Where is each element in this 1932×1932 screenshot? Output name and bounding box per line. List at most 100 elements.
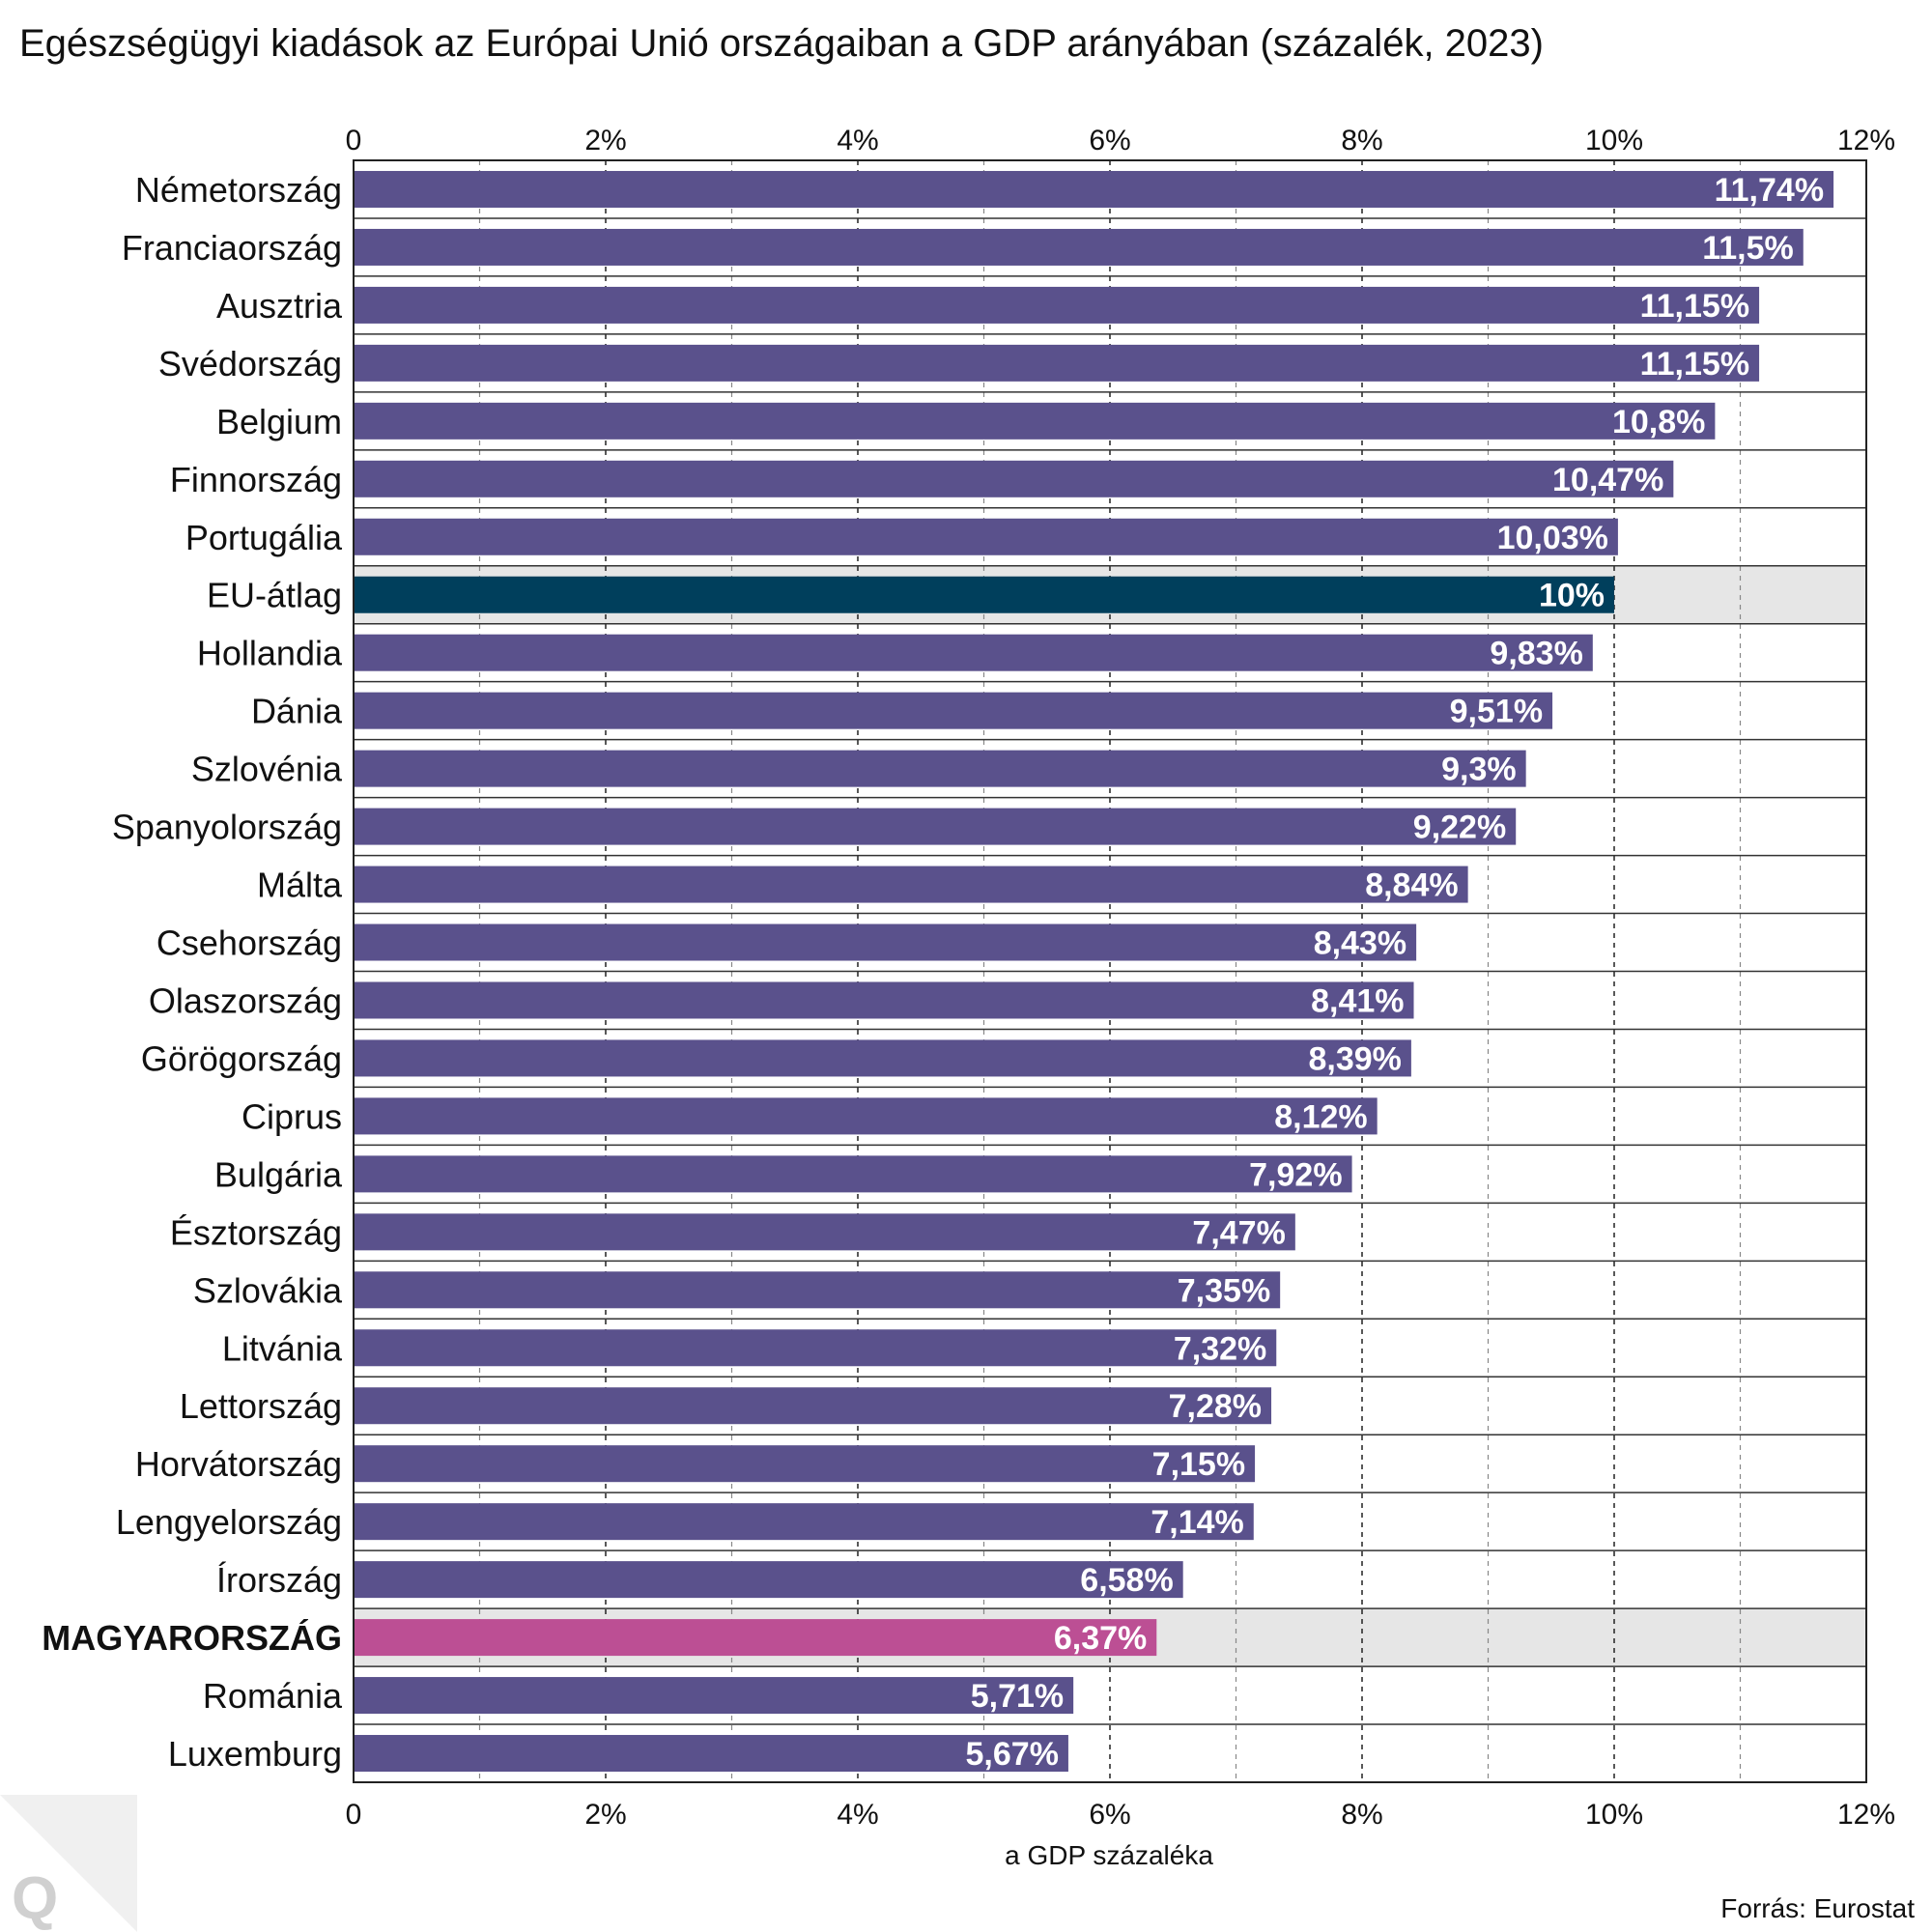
value-label: 11,5%: [1702, 230, 1794, 267]
value-label: 7,47%: [1192, 1214, 1285, 1251]
top-axis-ticks: 0 2% 4% 6% 8% 10% 12%: [346, 125, 1895, 156]
chart-title: Egészségügyi kiadások az Európai Unió or…: [19, 22, 1544, 65]
category-label: Finnország: [170, 460, 342, 499]
category-label: Olaszország: [149, 980, 342, 1020]
x-tick-label-bottom: 10%: [1585, 1799, 1643, 1831]
bar: [354, 460, 1674, 497]
x-tick-label-top: 10%: [1585, 125, 1643, 156]
bar: [354, 1619, 1157, 1657]
category-label: Franciaország: [122, 228, 342, 268]
value-label: 9,83%: [1490, 636, 1582, 672]
logo-letter: Q: [12, 1865, 58, 1932]
bar: [354, 518, 1618, 555]
value-label: 9,51%: [1450, 694, 1543, 730]
x-tick-label-bottom: 8%: [1341, 1799, 1382, 1831]
value-label: 7,32%: [1174, 1330, 1266, 1367]
x-tick-label-bottom: 6%: [1089, 1799, 1130, 1831]
plot-frame-rect: [353, 159, 1867, 1783]
category-label: Németország: [135, 170, 342, 210]
value-label: 6,58%: [1080, 1562, 1173, 1599]
x-tick-label-top: 6%: [1089, 125, 1130, 156]
bar: [354, 634, 1593, 671]
value-label: 9,3%: [1441, 752, 1517, 788]
value-label: 11,15%: [1640, 288, 1749, 325]
value-label: 5,71%: [971, 1678, 1064, 1715]
x-axis-label: a GDP százaléka: [1005, 1840, 1213, 1870]
category-label: Ciprus: [242, 1096, 342, 1136]
logo-corner-shape: [0, 1795, 137, 1932]
category-label: Spanyolország: [112, 808, 342, 847]
bar: [354, 750, 1526, 787]
value-label: 10,03%: [1497, 520, 1608, 556]
bar: [354, 576, 1614, 613]
bar: [354, 1329, 1277, 1367]
x-tick-label-top: 4%: [837, 125, 878, 156]
value-label: 11,74%: [1715, 172, 1824, 209]
value-label: 8,39%: [1308, 1040, 1401, 1077]
bar: [354, 402, 1716, 440]
row-separators: [354, 217, 1866, 1725]
category-label: Románia: [203, 1676, 343, 1716]
bar: [354, 1039, 1411, 1077]
value-label: 7,92%: [1249, 1156, 1342, 1193]
category-label: Luxemburg: [168, 1734, 342, 1774]
category-label: Észtország: [170, 1212, 342, 1252]
bar: [354, 1387, 1272, 1425]
value-label: 6,37%: [1054, 1620, 1147, 1657]
category-label: Portugália: [185, 518, 343, 557]
bar: [354, 1271, 1281, 1309]
value-label: 8,41%: [1311, 982, 1404, 1019]
bar: [354, 344, 1760, 382]
category-label: Litvánia: [222, 1328, 343, 1368]
bar: [354, 1561, 1183, 1599]
category-label: Hollandia: [197, 634, 343, 673]
category-label: Görögország: [141, 1038, 342, 1078]
x-tick-label-bottom: 2%: [584, 1799, 626, 1831]
bar: [354, 228, 1804, 266]
category-label: Szlovénia: [191, 750, 343, 789]
plot-frame: [353, 159, 1867, 1783]
category-label: Lengyelország: [116, 1502, 342, 1542]
publisher-logo: Q: [0, 1795, 137, 1932]
value-label: 5,67%: [966, 1736, 1059, 1773]
bar: [354, 170, 1834, 208]
x-tick-label-top: 0: [346, 125, 362, 156]
category-label: Ausztria: [216, 286, 343, 326]
bars: [354, 170, 1834, 1773]
bar: [354, 1735, 1068, 1773]
value-label: 7,28%: [1169, 1388, 1262, 1425]
value-label: 8,12%: [1274, 1098, 1367, 1135]
category-label: Lettország: [180, 1386, 342, 1426]
category-label: Csehország: [156, 923, 342, 963]
bar: [354, 923, 1417, 961]
value-labels: 11,74% 11,5% 11,15% 11,15% 10,8% 10,47% 10,03%…: [966, 172, 1825, 1773]
category-label: Belgium: [216, 402, 342, 441]
bar: [354, 1445, 1256, 1483]
category-label: Írország: [216, 1560, 342, 1600]
category-labels: Németország Franciaország Ausztria Svédorsz…: [42, 170, 343, 1774]
bar: [354, 1503, 1254, 1541]
bar: [354, 1677, 1074, 1715]
value-label: 7,15%: [1152, 1446, 1245, 1483]
value-label: 11,15%: [1640, 346, 1749, 383]
bottom-axis-ticks: 0 2% 4% 6% 8% 10% 12%: [346, 1799, 1895, 1831]
x-tick-label-top: 8%: [1341, 125, 1382, 156]
category-label: EU-átlag: [207, 576, 342, 615]
category-label: Málta: [257, 866, 343, 905]
bar: [354, 692, 1553, 729]
value-label: 10,8%: [1612, 404, 1705, 440]
x-tick-label-top: 12%: [1837, 125, 1895, 156]
bar: [354, 1097, 1378, 1135]
value-label: 9,22%: [1413, 810, 1506, 846]
value-label: 7,35%: [1178, 1272, 1270, 1309]
bar: [354, 1213, 1295, 1251]
category-label: Bulgária: [214, 1154, 343, 1194]
bar: [354, 808, 1517, 845]
x-tick-label-bottom: 12%: [1837, 1799, 1895, 1831]
category-label: Dánia: [251, 692, 343, 731]
value-label: 7,14%: [1151, 1504, 1243, 1541]
value-label: 10,47%: [1552, 462, 1663, 498]
x-tick-label-bottom: 4%: [837, 1799, 878, 1831]
value-label: 10%: [1539, 578, 1605, 614]
